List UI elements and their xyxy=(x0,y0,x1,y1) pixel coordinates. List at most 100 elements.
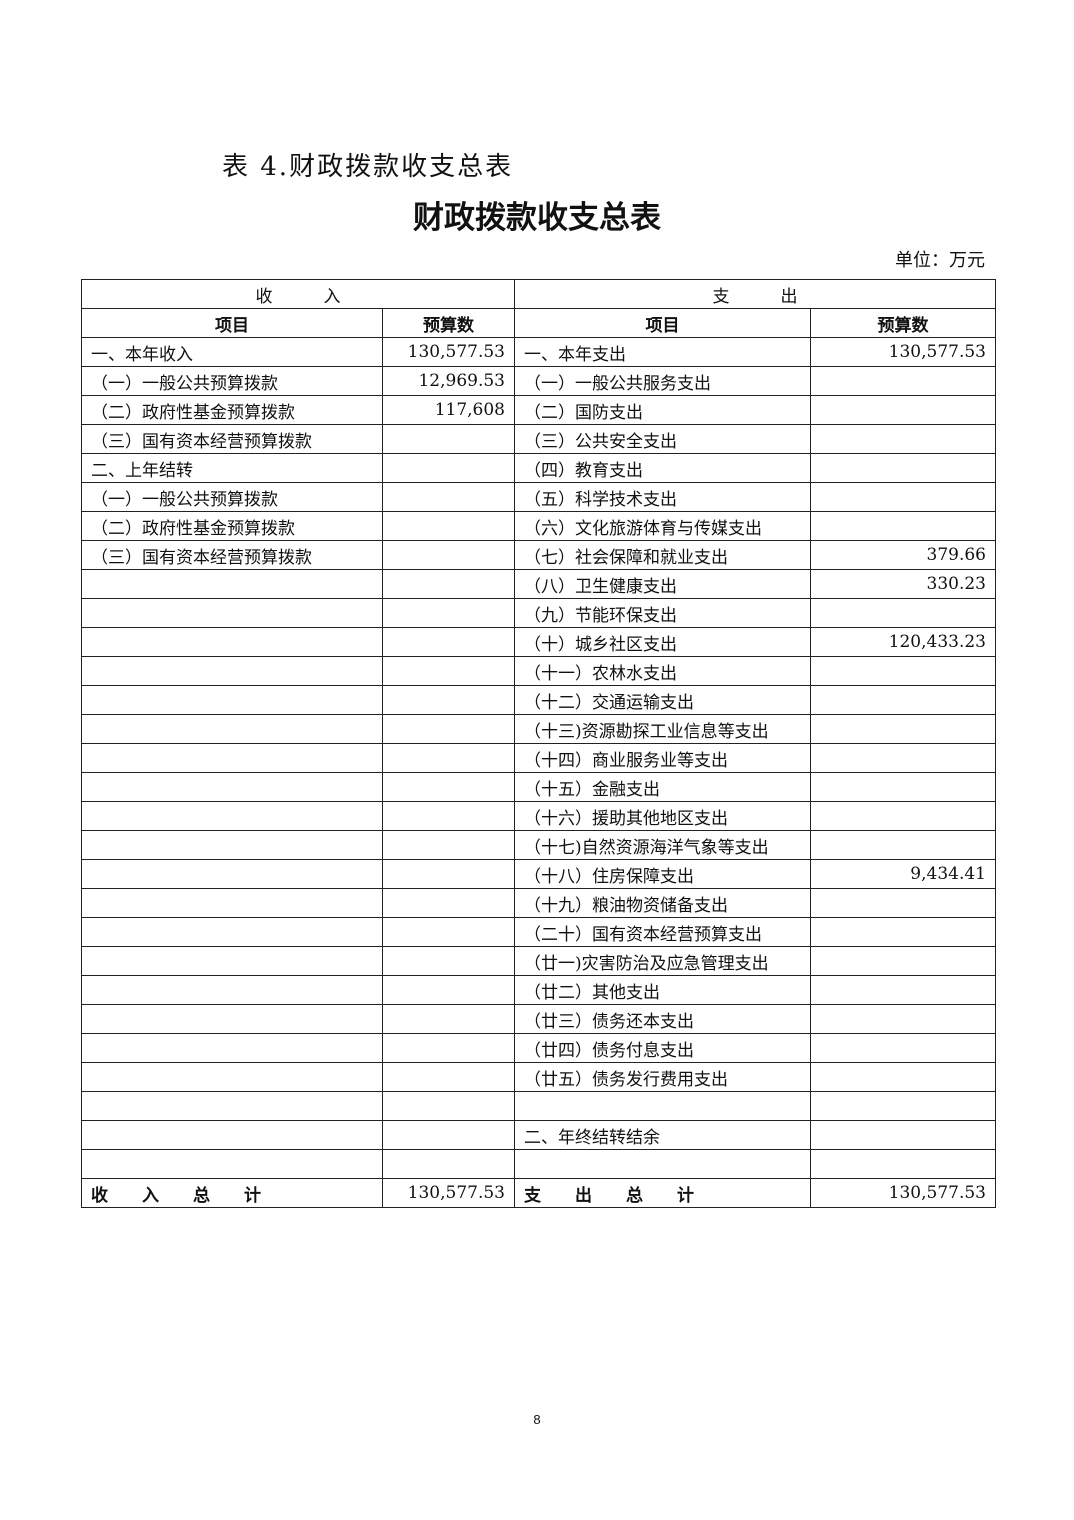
income-item-cell: （三）国有资本经营预算拨款 xyxy=(81,540,383,570)
table-row: （廿四）债务付息支出 xyxy=(81,1033,996,1063)
expense-budget-cell xyxy=(810,1120,996,1150)
table-row: （一）一般公共预算拨款 12,969.53 （一）一般公共服务支出 xyxy=(81,366,996,396)
income-item-cell xyxy=(81,714,383,744)
income-budget-cell xyxy=(382,627,515,657)
income-budget-cell xyxy=(382,453,515,483)
income-budget-cell xyxy=(382,424,515,454)
document-title: 财政拨款收支总表 xyxy=(413,200,661,236)
expense-budget-cell xyxy=(810,830,996,860)
income-item-cell xyxy=(81,1091,383,1121)
income-item-cell xyxy=(81,801,383,831)
expense-budget-cell xyxy=(810,1149,996,1179)
table-row: （二）政府性基金预算拨款 117,608 （二）国防支出 xyxy=(81,395,996,425)
table-row: （廿一)灾害防治及应急管理支出 xyxy=(81,946,996,976)
unit-label: 单位：万元 xyxy=(895,250,985,271)
expense-budget-cell: 379.66 xyxy=(810,540,996,570)
expense-budget-cell xyxy=(810,946,996,976)
income-item-cell xyxy=(81,772,383,802)
income-budget-cell xyxy=(382,946,515,976)
income-budget-cell xyxy=(382,685,515,715)
page-number: 8 xyxy=(533,1412,541,1427)
income-item-cell xyxy=(81,1149,383,1179)
expense-budget-cell xyxy=(810,685,996,715)
expense-budget-cell: 9,434.41 xyxy=(810,859,996,889)
table-row: （八）卫生健康支出 330.23 xyxy=(81,569,996,599)
income-item-cell xyxy=(81,569,383,599)
expense-budget-cell xyxy=(810,888,996,918)
income-budget-cell xyxy=(382,830,515,860)
expense-item-cell: （九）节能环保支出 xyxy=(514,598,811,628)
income-budget-cell xyxy=(382,888,515,918)
expense-item-cell: 一、本年支出 xyxy=(514,337,811,367)
expense-item-cell: （三）公共安全支出 xyxy=(514,424,811,454)
expense-budget-cell: 120,433.23 xyxy=(810,627,996,657)
table-row xyxy=(81,1149,996,1179)
income-item-cell xyxy=(81,975,383,1005)
income-budget-cell xyxy=(382,859,515,889)
expense-section-header: 支 出 xyxy=(514,279,996,309)
table-row: （三）国有资本经营预算拨款 （七）社会保障和就业支出 379.66 xyxy=(81,540,996,570)
expense-item-cell: （十三)资源勘探工业信息等支出 xyxy=(514,714,811,744)
table-row: （十五）金融支出 xyxy=(81,772,996,802)
table-row: （九）节能环保支出 xyxy=(81,598,996,628)
expense-budget-cell xyxy=(810,743,996,773)
income-total-label: 收 入 总 计 xyxy=(81,1178,383,1208)
income-section-header: 收 入 xyxy=(81,279,515,309)
income-budget-header: 预算数 xyxy=(382,308,515,338)
income-budget-cell: 130,577.53 xyxy=(382,337,515,367)
table-row: （廿三）债务还本支出 xyxy=(81,1004,996,1034)
income-budget-cell xyxy=(382,743,515,773)
expense-item-cell: （八）卫生健康支出 xyxy=(514,569,811,599)
income-item-cell xyxy=(81,888,383,918)
expense-item-cell: （廿一)灾害防治及应急管理支出 xyxy=(514,946,811,976)
table-row: （十一）农林水支出 xyxy=(81,656,996,686)
table-row: （一）一般公共预算拨款 （五）科学技术支出 xyxy=(81,482,996,512)
expense-budget-cell xyxy=(810,917,996,947)
expense-budget-cell xyxy=(810,656,996,686)
table-row: （十六）援助其他地区支出 xyxy=(81,801,996,831)
table-row: （廿二）其他支出 xyxy=(81,975,996,1005)
expense-item-cell: （四）教育支出 xyxy=(514,453,811,483)
income-budget-cell xyxy=(382,569,515,599)
income-item-header: 项目 xyxy=(81,308,383,338)
table-row: （十八）住房保障支出 9,434.41 xyxy=(81,859,996,889)
income-budget-cell xyxy=(382,1062,515,1092)
income-budget-cell: 12,969.53 xyxy=(382,366,515,396)
expense-item-cell: （十二）交通运输支出 xyxy=(514,685,811,715)
table-row: 二、年终结转结余 xyxy=(81,1120,996,1150)
expense-budget-cell xyxy=(810,395,996,425)
income-item-cell xyxy=(81,859,383,889)
income-budget-cell xyxy=(382,1120,515,1150)
expense-item-cell: （一）一般公共服务支出 xyxy=(514,366,811,396)
income-budget-cell xyxy=(382,801,515,831)
expense-item-cell xyxy=(514,1091,811,1121)
income-budget-cell xyxy=(382,772,515,802)
expense-total-value: 130,577.53 xyxy=(810,1178,996,1208)
income-item-cell: （二）政府性基金预算拨款 xyxy=(81,395,383,425)
expense-budget-cell xyxy=(810,1004,996,1034)
expense-budget-cell xyxy=(810,1091,996,1121)
income-budget-cell xyxy=(382,714,515,744)
expense-item-cell: （十七)自然资源海洋气象等支出 xyxy=(514,830,811,860)
income-item-cell xyxy=(81,598,383,628)
income-budget-cell xyxy=(382,656,515,686)
income-item-cell xyxy=(81,743,383,773)
expense-item-cell: （十）城乡社区支出 xyxy=(514,627,811,657)
table-row: （十七)自然资源海洋气象等支出 xyxy=(81,830,996,860)
expense-item-cell: （二）国防支出 xyxy=(514,395,811,425)
income-item-cell: （三）国有资本经营预算拨款 xyxy=(81,424,383,454)
income-budget-cell xyxy=(382,482,515,512)
expense-budget-header: 预算数 xyxy=(810,308,996,338)
expense-budget-cell xyxy=(810,1062,996,1092)
income-budget-cell xyxy=(382,511,515,541)
expense-item-cell: （五）科学技术支出 xyxy=(514,482,811,512)
expense-budget-cell xyxy=(810,714,996,744)
expense-item-cell: （廿二）其他支出 xyxy=(514,975,811,1005)
income-item-cell: 二、上年结转 xyxy=(81,453,383,483)
table-row: （二）政府性基金预算拨款 （六）文化旅游体育与传媒支出 xyxy=(81,511,996,541)
income-item-cell xyxy=(81,656,383,686)
expense-item-cell: （廿四）债务付息支出 xyxy=(514,1033,811,1063)
expense-item-cell: （二十）国有资本经营预算支出 xyxy=(514,917,811,947)
income-item-cell: 一、本年收入 xyxy=(81,337,383,367)
expense-budget-cell xyxy=(810,975,996,1005)
